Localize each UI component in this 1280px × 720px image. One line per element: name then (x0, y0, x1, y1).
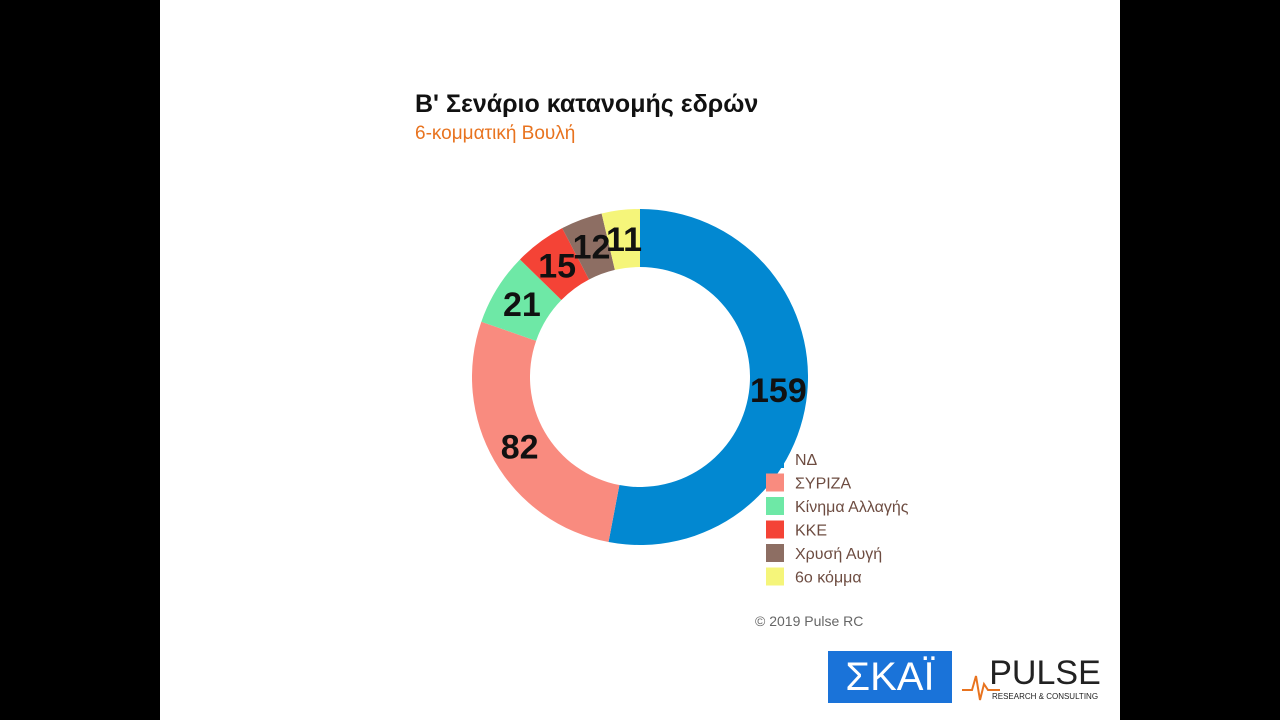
legend-label: Κίνημα Αλλαγής (795, 499, 909, 516)
donut-segment (608, 209, 809, 545)
donut-segment (481, 259, 562, 341)
donut-segment (562, 213, 615, 280)
legend-label: 6ο κόμμα (795, 570, 862, 587)
legend-swatch (766, 567, 784, 586)
legend-swatch (766, 473, 784, 492)
value-label: 12 (573, 229, 611, 267)
legend-swatch (766, 450, 784, 468)
value-label: 15 (538, 247, 576, 285)
pulse-logo-text: PULSE (989, 654, 1101, 692)
legend-label: ΣΥΡΙΖΑ (795, 476, 851, 493)
value-label: 159 (750, 372, 807, 410)
legend-swatch (766, 497, 784, 515)
pulse-icon (962, 675, 1000, 701)
pulse-logo-sub: RESEARCH & CONSULTING (992, 692, 1098, 701)
skai-logo-text: ΣΚΑΪ (845, 655, 935, 699)
donut-segment (601, 209, 640, 270)
skai-logo (828, 651, 952, 703)
value-label: 11 (606, 221, 642, 259)
slide (160, 0, 1120, 720)
donut-segment (519, 228, 590, 301)
legend-label: ΝΔ (795, 452, 818, 469)
chart-title: Β' Σενάριο κατανομής εδρών (415, 90, 758, 118)
donut-segment (471, 321, 620, 543)
legend-label: ΚΚΕ (795, 523, 827, 540)
legend-label: Χρυσή Αυγή (795, 546, 882, 563)
value-label: 82 (501, 429, 539, 467)
chart-subtitle: 6-κομματική Βουλή (415, 123, 575, 144)
legend-swatch (766, 544, 784, 562)
credit: © 2019 Pulse RC (755, 613, 863, 629)
value-label: 21 (503, 286, 541, 324)
legend-swatch (766, 520, 784, 539)
